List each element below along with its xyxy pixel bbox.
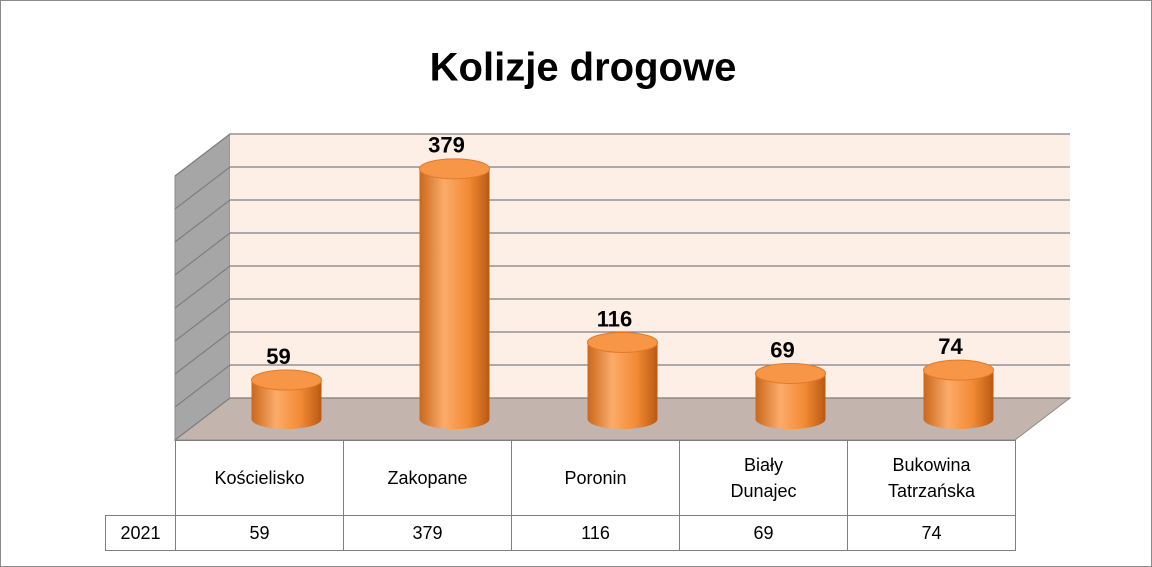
category-cell-text: Poronin bbox=[564, 468, 627, 488]
cylinder-top bbox=[587, 331, 658, 353]
value-cell-text: 69 bbox=[753, 523, 774, 543]
grid-line bbox=[174, 331, 1070, 375]
cylinder-base bbox=[419, 409, 490, 429]
value-cell: 379 bbox=[343, 515, 512, 551]
data-label: 74 bbox=[938, 334, 963, 359]
cylinder bbox=[755, 362, 826, 429]
grid-line bbox=[174, 133, 1070, 177]
value-cell: 59 bbox=[175, 515, 344, 551]
value-cell: 69 bbox=[679, 515, 848, 551]
data-label: 69 bbox=[770, 337, 794, 362]
grid-line bbox=[174, 166, 1070, 210]
grid-line bbox=[174, 199, 1070, 243]
data-label: 59 bbox=[266, 344, 290, 369]
category-cell-text: Biały Dunajec bbox=[730, 455, 797, 501]
value-cell-text: 116 bbox=[581, 523, 610, 543]
series-name-cell: 2021 bbox=[105, 515, 176, 551]
series-name-cell-text: 2021 bbox=[120, 523, 161, 543]
cylinder-base bbox=[251, 409, 322, 429]
cylinder-top bbox=[923, 359, 994, 381]
cylinder-top bbox=[251, 369, 322, 391]
cylinder-base bbox=[923, 409, 994, 429]
cylinder-base bbox=[587, 409, 658, 429]
category-cell: Zakopane bbox=[343, 440, 512, 516]
category-cell: Biały Dunajec bbox=[679, 440, 848, 516]
data-label: 379 bbox=[428, 133, 465, 158]
cylinder-base bbox=[755, 409, 826, 429]
chart-title: Kolizje drogowe bbox=[430, 46, 737, 90]
cylinder-top bbox=[419, 158, 490, 180]
cylinder bbox=[587, 331, 658, 429]
value-cell: 116 bbox=[511, 515, 680, 551]
cylinder-body bbox=[587, 342, 658, 419]
category-cell: Poronin bbox=[511, 440, 680, 516]
cylinder-top bbox=[755, 362, 826, 384]
cylinder bbox=[251, 369, 322, 429]
category-cell-text: Kościelisko bbox=[214, 468, 305, 488]
cylinder bbox=[419, 158, 490, 429]
category-cell-text: Zakopane bbox=[387, 468, 468, 488]
value-cell-text: 59 bbox=[249, 523, 270, 543]
value-cell: 74 bbox=[847, 515, 1016, 551]
value-cell-text: 379 bbox=[412, 523, 443, 543]
category-cell-text: Bukowina Tatrzańska bbox=[887, 455, 976, 501]
grid-line bbox=[174, 265, 1070, 309]
grid-line bbox=[174, 298, 1070, 342]
cylinder bbox=[923, 359, 994, 429]
data-label: 116 bbox=[597, 306, 633, 331]
cylinder-body bbox=[419, 168, 490, 419]
grid-line bbox=[174, 232, 1070, 276]
category-cell: Kościelisko bbox=[175, 440, 344, 516]
category-cell: Bukowina Tatrzańska bbox=[847, 440, 1016, 516]
value-cell-text: 74 bbox=[921, 523, 942, 543]
